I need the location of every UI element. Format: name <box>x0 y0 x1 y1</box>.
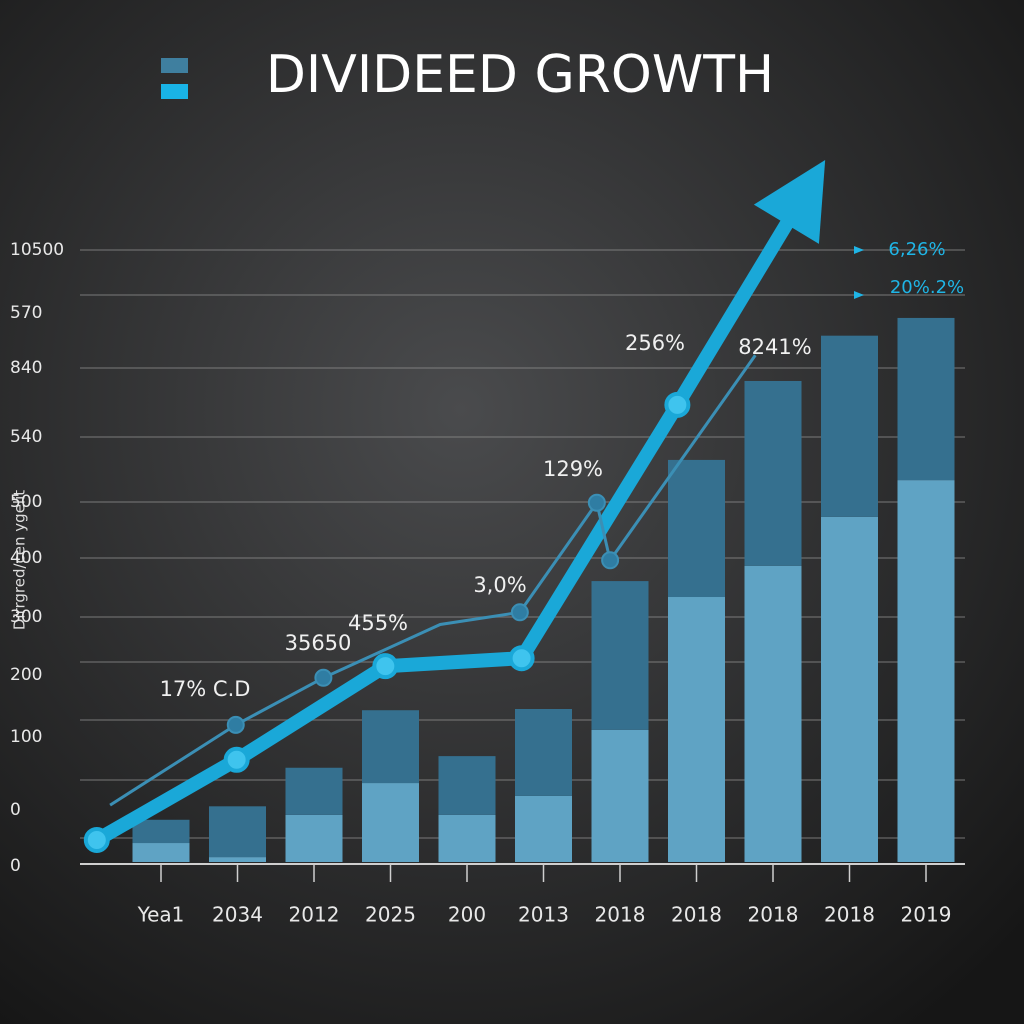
y-tick-label: 540 <box>10 427 42 447</box>
bar-segment <box>438 814 496 862</box>
y-tick-label: 10500 <box>10 240 64 260</box>
y-tick-label: 200 <box>10 665 42 685</box>
legend-icon <box>161 84 188 99</box>
x-tick-label: 2018 <box>595 903 646 927</box>
annotation: 35650 <box>285 631 352 655</box>
y-tick-label: 0 <box>10 800 21 820</box>
point <box>226 715 245 734</box>
x-tick-label: 2018 <box>824 903 875 927</box>
annotation: 3,0% <box>473 573 526 597</box>
point <box>510 603 529 622</box>
x-tick-label: 200 <box>448 903 486 927</box>
bar-segment <box>209 806 266 858</box>
bar-segment <box>515 795 572 862</box>
legend-icon <box>161 58 188 73</box>
bars <box>132 317 955 862</box>
point <box>223 746 250 773</box>
x-tick-label: 2013 <box>518 903 569 927</box>
point <box>587 493 606 512</box>
annotation: 17% C.D <box>160 677 251 701</box>
x-tick-label: 2034 <box>212 903 263 927</box>
point <box>372 653 399 680</box>
bar-segment <box>285 767 343 815</box>
annotation: 20%.2% <box>890 277 964 298</box>
x-tick-label: 2018 <box>671 903 722 927</box>
annotation: 6,26% <box>888 239 945 260</box>
bar-segment <box>132 819 190 844</box>
lines <box>83 160 826 853</box>
x-tick-label: 2018 <box>748 903 799 927</box>
y-tick-label: 570 <box>10 303 42 323</box>
line <box>109 354 757 807</box>
y-tick-label: 500 <box>10 492 42 512</box>
bar-segment <box>362 710 419 784</box>
annotation-arrow <box>854 291 864 299</box>
bar-segment <box>132 843 190 862</box>
bar-segment <box>668 597 725 862</box>
line <box>93 207 801 847</box>
chart-title: DIVIDEED GROWTH <box>266 45 774 105</box>
bar-segment <box>591 581 649 730</box>
x-tick-label: 2025 <box>365 903 416 927</box>
x-tick-label: 2019 <box>901 903 952 927</box>
bar-segment <box>285 814 343 862</box>
y-tick-label: 100 <box>10 727 42 747</box>
bar-segment <box>897 480 955 862</box>
bar-segment <box>821 516 878 862</box>
bar-segment <box>362 783 419 862</box>
x-tick-label: Yea1 <box>137 903 185 927</box>
bar-segment <box>897 317 955 481</box>
y-tick-label: 400 <box>10 548 42 568</box>
bar-segment <box>591 729 649 862</box>
bar-segment <box>744 380 802 566</box>
bar-segment <box>515 709 572 796</box>
y-tick-label: 840 <box>10 358 42 378</box>
labels: 10500 570 840 540 500 400 300 200 100 0 0 Yea1 2034 2… <box>10 239 964 927</box>
bar-segment <box>438 756 496 815</box>
annotation-arrow <box>854 246 864 254</box>
bar-segment <box>744 565 802 862</box>
x-tick-label: 2012 <box>289 903 340 927</box>
point <box>508 645 535 672</box>
point <box>664 391 691 418</box>
y-tick-label: 300 <box>10 607 42 627</box>
bar-segment <box>821 335 878 517</box>
point <box>601 551 620 570</box>
point <box>314 668 333 687</box>
annotation: 455% <box>348 611 408 635</box>
bar-segment <box>668 459 725 598</box>
arrow-head <box>753 160 826 244</box>
y-tick-label: 0 <box>10 856 21 876</box>
annotation: 129% <box>543 457 603 481</box>
annotation: 8241% <box>738 335 811 359</box>
annotation: 256% <box>625 331 685 355</box>
point <box>83 826 110 853</box>
y-axis-title: Dirrgred/cen ygelit <box>11 490 29 630</box>
bar-segment <box>209 857 266 862</box>
